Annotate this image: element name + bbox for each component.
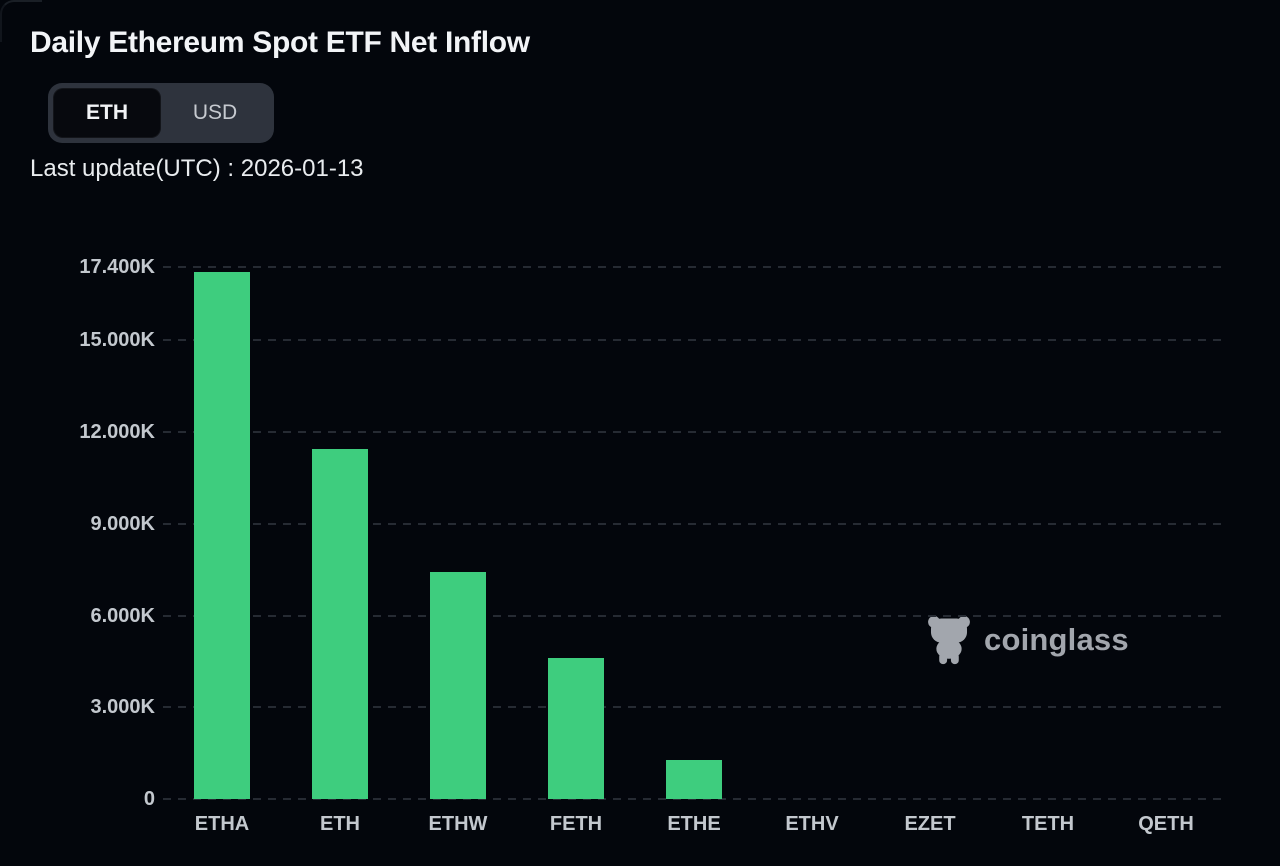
coinglass-watermark: coinglass (926, 614, 1129, 666)
unit-toggle: ETH USD (48, 83, 274, 143)
y-axis-tick-label: 17.400K (79, 256, 155, 278)
bar-eth[interactable] (312, 448, 368, 799)
gridline (163, 431, 1225, 434)
x-axis-label-teth: TETH (1021, 813, 1075, 835)
x-axis-label-ezet: EZET (904, 813, 956, 835)
gridline (163, 798, 1225, 800)
page-title: Daily Ethereum Spot ETF Net Inflow (30, 26, 530, 59)
gridline (163, 339, 1225, 342)
bar-ethw[interactable] (430, 572, 486, 799)
y-axis-tick-label: 6.000K (90, 604, 156, 627)
last-update-label: Last update(UTC) : 2026-01-13 (30, 155, 364, 182)
coinglass-wordmark: coinglass (984, 622, 1129, 657)
y-axis-tick-label: 12.000K (79, 421, 155, 444)
y-axis-tick-label: 15.000K (79, 329, 155, 352)
coinglass-bull-icon (928, 616, 970, 665)
x-axis-label-ethe: ETHE (667, 813, 721, 835)
gridline (163, 614, 1225, 617)
gridline (163, 706, 1225, 709)
bar-feth[interactable] (548, 658, 604, 799)
bar-etha[interactable] (194, 272, 250, 799)
y-axis-tick-label: 0 (143, 788, 155, 810)
x-axis-label-etha: ETHA (194, 813, 250, 835)
toggle-eth-button[interactable]: ETH (53, 88, 161, 138)
toggle-usd-button[interactable]: USD (161, 88, 269, 138)
x-axis-label-eth: ETH (320, 813, 360, 835)
gridline (163, 522, 1225, 525)
bar-ethe[interactable] (666, 759, 722, 799)
x-axis-label-qeth: QETH (1138, 813, 1194, 835)
x-axis-label-ethw: ETHW (428, 813, 488, 835)
y-axis-tick-label: 9.000K (90, 512, 156, 535)
x-axis-label-ethv: ETHV (785, 813, 839, 835)
gridline (163, 266, 1225, 268)
y-axis-tick-label: 3.000K (90, 696, 156, 719)
x-axis-label-feth: FETH (549, 813, 603, 835)
